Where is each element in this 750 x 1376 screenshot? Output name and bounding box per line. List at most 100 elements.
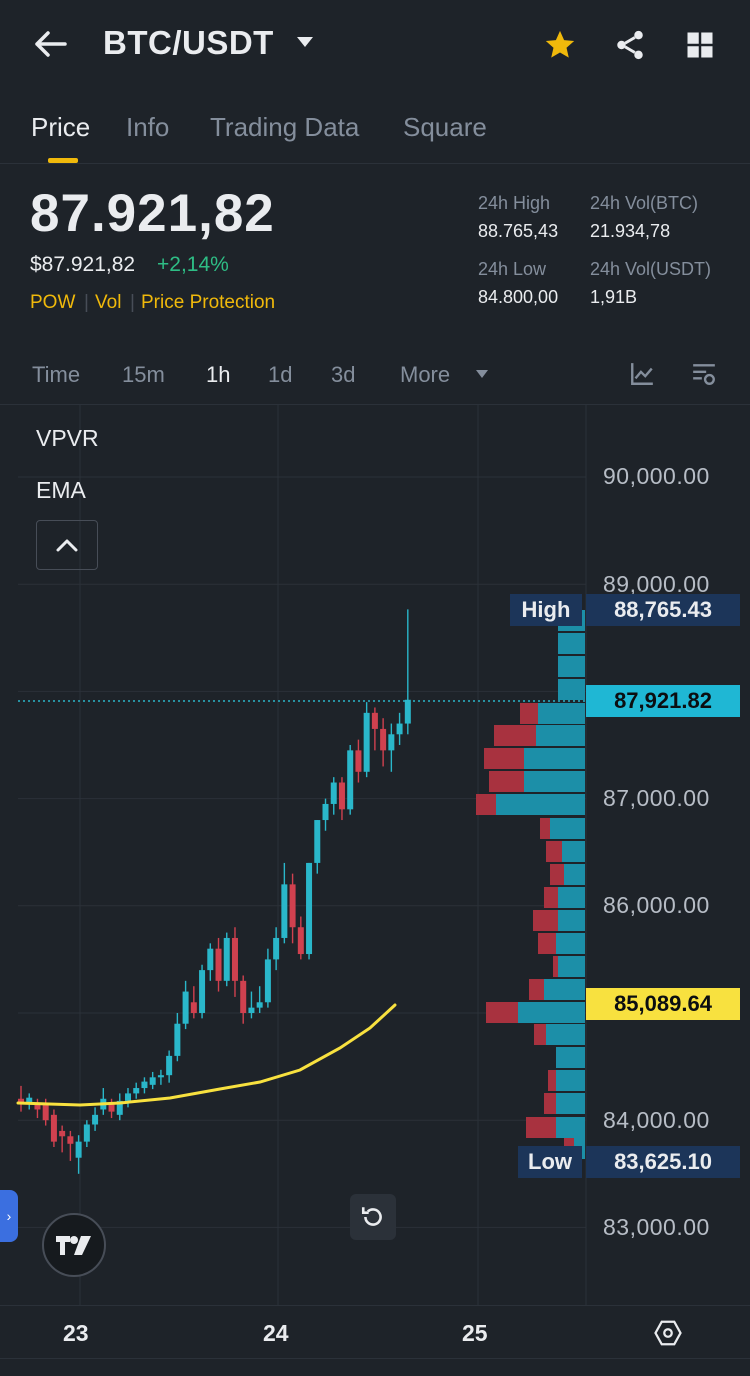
candle-body [314,820,321,863]
candle-body [59,1130,66,1137]
candle-body [371,712,378,729]
volume-profile-buy-bar [556,1070,585,1091]
candle-body [256,1002,263,1008]
tab-trading-data[interactable]: Trading Data [210,112,360,142]
candle-body [330,782,337,804]
price-change: +2,14% [157,253,229,276]
vol-usdt-value: 1,91B [590,287,638,307]
volume-profile-sell-bar [486,1002,518,1023]
volume-profile-buy-bar [556,933,585,954]
candle-body [92,1114,99,1125]
favorite-button[interactable] [540,25,580,65]
indicator-ema[interactable]: EMA [36,477,86,503]
high-value: 88.765,43 [478,221,559,241]
vol-btc-value: 21.934,78 [590,221,671,241]
volume-profile-sell-bar [544,1093,556,1114]
volume-profile-sell-bar [529,979,544,1000]
chevron-down-icon[interactable] [476,370,488,378]
high-tag-value: 88,765.43 [586,594,740,626]
side-panel-toggle[interactable]: › [0,1190,18,1242]
interval-3d[interactable]: 3d [331,362,356,387]
tag-price-protection[interactable]: Price Protection [141,292,276,313]
high-label: 24h High [478,193,551,213]
candle-body [50,1114,57,1142]
volume-profile-sell-bar [526,1117,556,1138]
volume-profile-buy-bar [558,656,585,677]
usd-price: $87.921,82 [30,253,136,276]
tag-separator: | [130,292,135,313]
indicator-vpvr[interactable]: VPVR [36,425,99,451]
candle-body [388,734,395,751]
volume-profile-sell-bar [489,771,524,792]
candle-body [363,712,370,772]
chart-style-button[interactable] [652,1317,684,1349]
y-axis-label: 83,000.00 [603,1214,710,1240]
volume-profile-buy-bar [496,794,585,815]
volume-profile-buy-bar [524,748,585,769]
candle-body [75,1141,82,1158]
interval-time[interactable]: Time [32,362,81,387]
volume-profile-sell-bar [540,818,550,839]
vol-btc-label: 24h Vol(BTC) [590,193,699,213]
interval-15m[interactable]: 15m [122,362,165,387]
tab-square[interactable]: Square [403,112,487,142]
back-button[interactable] [30,26,70,62]
volume-profile-buy-bar [536,725,585,746]
volume-profile-sell-bar [553,956,558,977]
candle-body [215,948,222,981]
tradingview-logo[interactable] [42,1213,106,1277]
candle-body [264,959,271,1003]
pair-title[interactable]: BTC/USDT [103,24,274,61]
chart-settings-button[interactable] [688,358,720,390]
chevron-down-icon[interactable] [297,37,313,47]
candle-body [133,1088,140,1094]
share-button[interactable] [610,25,650,65]
candle-body [223,937,230,981]
interval-1h[interactable]: 1h [206,362,231,387]
y-axis-label: 87,000.00 [603,785,710,811]
reset-chart-button[interactable] [350,1194,396,1240]
tab-price[interactable]: Price [31,112,91,142]
collapse-indicators-button[interactable] [36,520,98,570]
volume-profile-buy-bar [524,771,585,792]
tag-pow[interactable]: POW [30,292,76,313]
volume-profile-sell-bar [484,748,524,769]
tab-info[interactable]: Info [126,112,170,142]
volume-profile-buy-bar [556,1047,585,1068]
candle-body [124,1093,131,1101]
candle-body [141,1081,148,1089]
volume-profile-buy-bar [556,1117,585,1138]
hexagon-settings-icon [654,1320,682,1346]
y-axis-label: 89,000.00 [603,571,710,597]
candle-body [157,1075,164,1078]
tradingview-icon [56,1236,91,1255]
candle-body [149,1077,156,1085]
volume-profile-sell-bar [550,864,564,885]
candle-body [207,948,214,971]
layout-button[interactable] [680,25,720,65]
tag-vol[interactable]: Vol [95,292,122,313]
candle-body [297,927,304,955]
y-axis-label: 90,000.00 [603,463,710,489]
volume-profile-sell-bar [533,910,558,931]
candle-body [396,723,403,735]
volume-profile-buy-bar [546,1024,585,1045]
interval-more[interactable]: More [400,362,451,387]
bottom-divider [0,1358,750,1359]
volume-profile-sell-bar [538,933,556,954]
candle-body [190,1002,197,1013]
price-chart[interactable] [0,405,750,1305]
last-price-tag: 87,921.82 [586,685,740,717]
candle-body [182,991,189,1024]
volume-profile-sell-bar [534,1024,546,1045]
candle-body [355,750,362,772]
indicator-button[interactable] [626,358,658,390]
candle-body [281,884,288,938]
candle-body [306,862,313,955]
volume-profile-buy-bar [558,956,585,977]
candle-body [26,1097,33,1105]
candle-body [231,937,238,981]
interval-1d[interactable]: 1d [268,362,293,387]
candle-body [199,970,206,1013]
x-axis-label: 25 [462,1320,488,1346]
